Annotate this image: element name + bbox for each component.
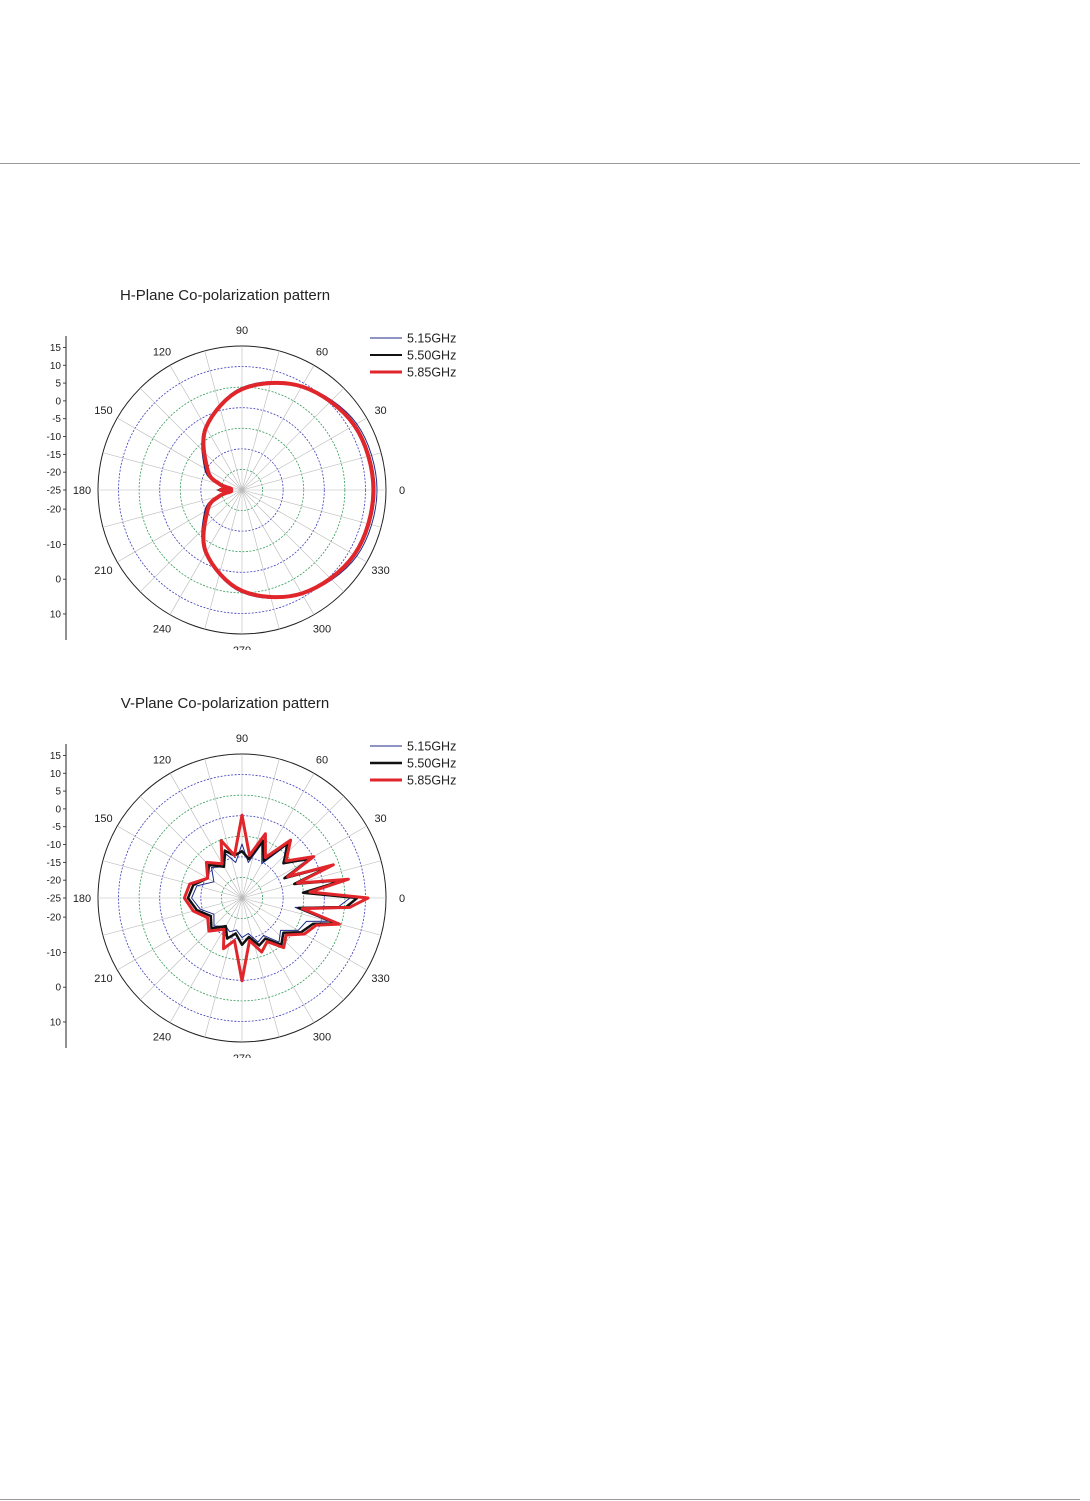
polar-spoke [241, 489, 345, 593]
series-curve-585ghz [201, 380, 376, 600]
angle-tick-label: 120 [153, 754, 171, 766]
radial-tick-label: -10 [47, 540, 62, 551]
angle-tick-label: 270 [233, 1053, 251, 1058]
polar-spoke [139, 387, 243, 491]
angle-tick-label: 270 [233, 645, 251, 650]
radial-tick-label: -20 [47, 876, 62, 887]
polar-spoke [241, 452, 382, 491]
polar-spoke [241, 773, 315, 899]
polar-spoke [241, 489, 367, 563]
angle-tick-label: 210 [94, 565, 112, 577]
polar-spoke [241, 758, 280, 899]
angle-tick-label: 30 [374, 813, 386, 825]
angle-tick-label: 180 [73, 485, 91, 497]
radial-tick-label: 0 [55, 575, 61, 586]
angle-tick-label: 180 [73, 893, 91, 905]
top-rule [0, 163, 1080, 164]
polar-spoke [204, 489, 243, 630]
angle-tick-label: 0 [399, 485, 405, 497]
radial-tick-label: 10 [50, 361, 62, 372]
radial-tick-label: -20 [47, 468, 62, 479]
angle-tick-label: 300 [313, 1032, 331, 1044]
polar-spoke [241, 489, 280, 630]
radial-tick-label: -25 [47, 894, 62, 905]
angle-tick-label: 60 [316, 346, 328, 358]
polar-spoke [102, 897, 243, 936]
polar-spoke [102, 860, 243, 899]
polar-spoke [241, 489, 382, 528]
polar-spoke [117, 897, 243, 971]
radial-tick-label: -20 [47, 913, 62, 924]
angle-tick-label: 0 [399, 893, 405, 905]
angle-tick-label: 330 [371, 565, 389, 577]
v-plane-polar-svg: V-Plane Co-polarization pattern 0 30 60 90 12… [47, 695, 457, 1058]
radial-tick-label: -15 [47, 450, 62, 461]
legend-label: 5.15GHz [407, 740, 456, 754]
radial-tick-label: -25 [47, 486, 62, 497]
polar-spoke [139, 795, 243, 899]
legend-label: 5.85GHz [407, 774, 456, 788]
radial-tick-label: -5 [52, 822, 61, 833]
legend-label: 5.85GHz [407, 366, 456, 380]
radial-tick-label: -10 [47, 840, 62, 851]
legend-label: 5.50GHz [407, 349, 456, 363]
polar-spoke [139, 897, 243, 1001]
radial-tick-label: 15 [50, 343, 62, 354]
polar-spoke [169, 897, 243, 1023]
angle-tick-label: 30 [374, 405, 386, 417]
polar-spoke [117, 489, 243, 563]
radial-tick-label: -20 [47, 505, 62, 516]
polar-spoke [241, 897, 315, 1023]
bottom-rule [0, 1499, 1080, 1500]
polar-spoke [241, 350, 280, 491]
chart-title: V-Plane Co-polarization pattern [121, 695, 329, 712]
radial-tick-label: 5 [55, 787, 61, 798]
radial-tick-label: 0 [55, 396, 61, 407]
angle-tick-label: 150 [94, 813, 112, 825]
polar-spoke [169, 773, 243, 899]
radial-tick-label: -5 [52, 414, 61, 425]
angle-tick-label: 300 [313, 624, 331, 636]
polar-spoke [241, 795, 345, 899]
legend-label: 5.15GHz [407, 332, 456, 346]
h-plane-polar-svg: H-Plane Co-polarization pattern 0 30 60 90 12… [47, 287, 457, 650]
angle-tick-label: 150 [94, 405, 112, 417]
polar-spoke [241, 387, 345, 491]
angle-tick-label: 60 [316, 754, 328, 766]
radial-tick-label: -15 [47, 858, 62, 869]
series-curve-585ghz [182, 813, 370, 983]
polar-spoke [241, 417, 367, 491]
polar-spoke [241, 897, 280, 1038]
angle-tick-label: 330 [371, 973, 389, 985]
polar-spoke [204, 897, 243, 1038]
v-plane-chart: V-Plane Co-polarization pattern 0 30 60 90 12… [30, 688, 490, 1058]
polar-spoke [241, 897, 382, 936]
legend-label: 5.50GHz [407, 757, 456, 771]
radial-tick-label: 10 [50, 1017, 62, 1028]
radial-tick-label: 15 [50, 751, 62, 762]
angle-tick-label: 240 [153, 1032, 171, 1044]
radial-tick-label: 0 [55, 983, 61, 994]
h-plane-chart: H-Plane Co-polarization pattern 0 30 60 90 12… [30, 280, 490, 650]
angle-tick-label: 90 [236, 733, 248, 745]
radial-tick-label: 10 [50, 769, 62, 780]
angle-tick-label: 90 [236, 325, 248, 337]
radial-tick-label: -10 [47, 432, 62, 443]
polar-spoke [204, 350, 243, 491]
polar-spoke [117, 825, 243, 899]
angle-tick-label: 240 [153, 624, 171, 636]
polar-spoke [204, 758, 243, 899]
radial-tick-label: 5 [55, 379, 61, 390]
polar-spoke [139, 489, 243, 593]
polar-spoke [117, 417, 243, 491]
radial-tick-label: -10 [47, 948, 62, 959]
angle-tick-label: 210 [94, 973, 112, 985]
chart-title: H-Plane Co-polarization pattern [120, 287, 330, 304]
radial-tick-label: 10 [50, 609, 62, 620]
radial-tick-label: 0 [55, 804, 61, 815]
polar-spoke [241, 860, 382, 899]
polar-spoke [241, 897, 345, 1001]
angle-tick-label: 120 [153, 346, 171, 358]
